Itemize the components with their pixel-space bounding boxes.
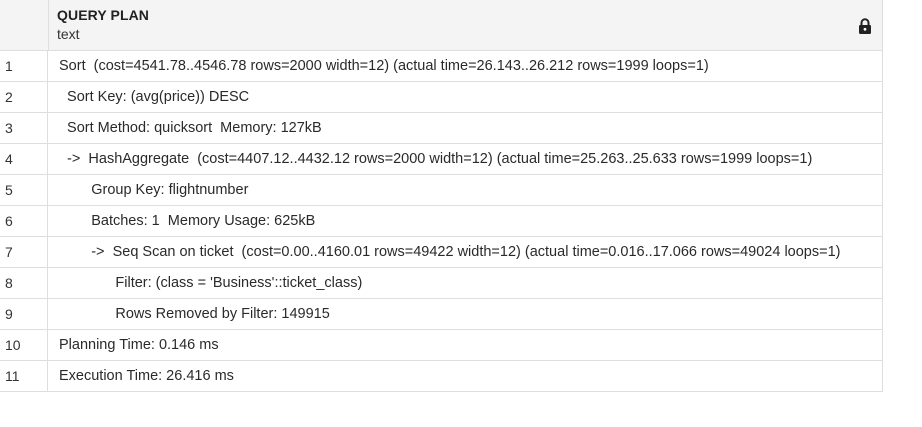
query-plan-cell[interactable]: Sort Method: quicksort Memory: 127kB — [48, 113, 883, 143]
column-name: QUERY PLAN — [57, 7, 150, 23]
row-number[interactable]: 4 — [0, 144, 48, 174]
table-row[interactable]: 11 Execution Time: 26.416 ms — [0, 361, 883, 392]
row-number[interactable]: 10 — [0, 330, 48, 360]
grid-header: QUERY PLAN text — [0, 0, 883, 51]
table-row[interactable]: 10 Planning Time: 0.146 ms — [0, 330, 883, 361]
table-row[interactable]: 8 Filter: (class = 'Business'::ticket_cl… — [0, 268, 883, 299]
query-plan-cell[interactable]: Group Key: flightnumber — [48, 175, 883, 205]
table-row[interactable]: 2 Sort Key: (avg(price)) DESC — [0, 82, 883, 113]
query-plan-cell[interactable]: -> Seq Scan on ticket (cost=0.00..4160.0… — [48, 237, 883, 267]
table-row[interactable]: 3 Sort Method: quicksort Memory: 127kB — [0, 113, 883, 144]
row-number[interactable]: 9 — [0, 299, 48, 329]
query-plan-cell[interactable]: Planning Time: 0.146 ms — [48, 330, 883, 360]
column-header-query-plan[interactable]: QUERY PLAN text — [49, 0, 883, 50]
table-row[interactable]: 1 Sort (cost=4541.78..4546.78 rows=2000 w… — [0, 51, 883, 82]
row-number[interactable]: 7 — [0, 237, 48, 267]
query-plan-cell[interactable]: -> HashAggregate (cost=4407.12..4432.12 … — [48, 144, 883, 174]
query-plan-cell[interactable]: Filter: (class = 'Business'::ticket_clas… — [48, 268, 883, 298]
query-plan-cell[interactable]: Batches: 1 Memory Usage: 625kB — [48, 206, 883, 236]
row-number[interactable]: 8 — [0, 268, 48, 298]
query-result-grid: QUERY PLAN text 1 Sort (cost=4541.78..454… — [0, 0, 883, 392]
column-type: text — [57, 26, 80, 42]
query-plan-cell[interactable]: Sort (cost=4541.78..4546.78 rows=2000 wi… — [48, 51, 883, 81]
row-number[interactable]: 2 — [0, 82, 48, 112]
row-number[interactable]: 3 — [0, 113, 48, 143]
table-row[interactable]: 4 -> HashAggregate (cost=4407.12..4432.1… — [0, 144, 883, 175]
query-plan-cell[interactable]: Execution Time: 26.416 ms — [48, 361, 883, 391]
table-row[interactable]: 6 Batches: 1 Memory Usage: 625kB — [0, 206, 883, 237]
row-number[interactable]: 5 — [0, 175, 48, 205]
row-number[interactable]: 1 — [0, 51, 48, 81]
table-row[interactable]: 9 Rows Removed by Filter: 149915 — [0, 299, 883, 330]
row-number-header[interactable] — [0, 0, 49, 50]
row-number[interactable]: 11 — [0, 361, 48, 391]
lock-icon — [859, 18, 871, 34]
query-plan-cell[interactable]: Rows Removed by Filter: 149915 — [48, 299, 883, 329]
grid-body: 1 Sort (cost=4541.78..4546.78 rows=2000 w… — [0, 51, 883, 392]
table-row[interactable]: 7 -> Seq Scan on ticket (cost=0.00..4160… — [0, 237, 883, 268]
row-number[interactable]: 6 — [0, 206, 48, 236]
table-row[interactable]: 5 Group Key: flightnumber — [0, 175, 883, 206]
query-plan-cell[interactable]: Sort Key: (avg(price)) DESC — [48, 82, 883, 112]
